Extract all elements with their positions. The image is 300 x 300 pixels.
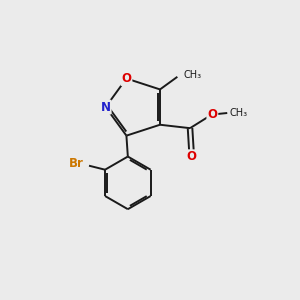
- Text: CH₃: CH₃: [184, 70, 202, 80]
- Text: Br: Br: [69, 158, 84, 170]
- Text: O: O: [122, 72, 131, 85]
- Text: O: O: [187, 150, 196, 163]
- Text: N: N: [101, 100, 111, 114]
- Text: O: O: [207, 108, 218, 121]
- Text: CH₃: CH₃: [230, 108, 247, 118]
